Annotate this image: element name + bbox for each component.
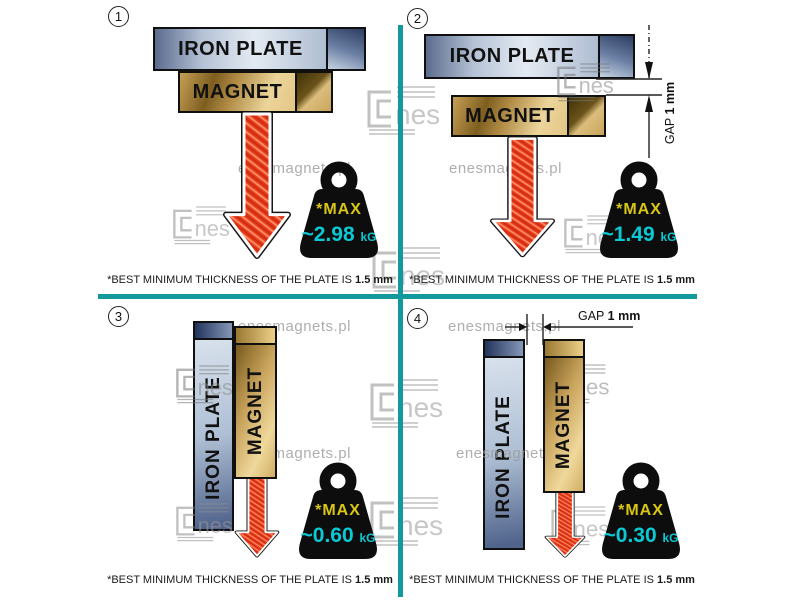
svg-text:nes: nes xyxy=(398,392,443,423)
site-watermark: enesmagnets.pl xyxy=(456,445,569,462)
magnet-box: MAGNET xyxy=(178,71,333,113)
max-value: ~2.98 kG xyxy=(301,223,377,246)
unit-label: kG xyxy=(660,230,677,244)
enes-logo-watermark: nes xyxy=(370,379,443,428)
divider-vertical xyxy=(398,25,403,597)
magnet-label: MAGNET xyxy=(244,367,266,456)
gap-dimension xyxy=(596,25,662,158)
magnet-box: MAGNET xyxy=(451,95,606,137)
max-value: ~1.49 kG xyxy=(601,223,677,246)
iron-plate-label: IRON PLATE xyxy=(449,45,575,67)
force-arrow-icon xyxy=(223,112,291,260)
unit-label: kG xyxy=(360,230,377,244)
weight-icon: *MAX ~0.30 kG xyxy=(599,462,683,559)
panel-number-badge: 2 xyxy=(407,8,428,29)
max-label: *MAX xyxy=(616,201,662,218)
enes-logo-watermark: nes xyxy=(173,206,230,245)
weight-icon: *MAX ~0.60 kG xyxy=(296,462,380,559)
iron-plate-box: IRON PLATE xyxy=(193,321,234,531)
magnet-label: MAGNET xyxy=(553,380,574,470)
weight-icon: *MAX ~2.98 kG xyxy=(297,161,381,258)
magnet-cap xyxy=(236,328,275,345)
note-text: *BEST MINIMUM THICKNESS OF THE PLATE IS … xyxy=(409,574,695,586)
iron-plate-box: IRON PLATE xyxy=(153,27,366,71)
iron-plate-cap xyxy=(195,323,232,340)
gap-dimension xyxy=(505,314,633,345)
panel-number-badge: 1 xyxy=(108,6,129,27)
panel-number-badge: 4 xyxy=(407,308,428,329)
magnet-box: MAGNET xyxy=(234,326,277,479)
unit-label: kG xyxy=(662,531,679,545)
max-value: ~0.30 kG xyxy=(603,524,679,547)
panel-number-badge: 3 xyxy=(108,306,129,327)
iron-plate-box: IRON PLATE xyxy=(424,34,635,79)
enes-logo-watermark: nes xyxy=(176,503,233,542)
svg-text:nes: nes xyxy=(400,260,445,291)
max-label: *MAX xyxy=(618,502,664,519)
gap-label: GAP 1 mm xyxy=(663,81,677,145)
magnet-side-face xyxy=(567,97,604,135)
svg-text:nes: nes xyxy=(198,513,233,538)
enes-logo-watermark: nes xyxy=(370,497,443,546)
iron-plate-side-face xyxy=(598,36,633,77)
svg-text:nes: nes xyxy=(198,375,233,400)
magnet-label: MAGNET xyxy=(192,80,283,103)
site-watermark: enesmagnets.pl xyxy=(448,318,561,335)
weight-icon: *MAX ~1.49 kG xyxy=(597,161,681,258)
max-value: ~0.60 kG xyxy=(300,524,376,547)
max-label: *MAX xyxy=(316,201,362,218)
force-arrow-icon xyxy=(544,490,586,558)
force-arrow-icon xyxy=(489,137,556,258)
iron-plate-box: IRON PLATE xyxy=(483,339,525,550)
enes-logo-watermark: nes xyxy=(367,86,440,135)
enes-logo-watermark: nes xyxy=(176,365,233,404)
svg-text:nes: nes xyxy=(195,216,230,241)
note-text: *BEST MINIMUM THICKNESS OF THE PLATE IS … xyxy=(107,574,393,586)
divider-horizontal xyxy=(98,294,697,299)
note-text: *BEST MINIMUM THICKNESS OF THE PLATE IS … xyxy=(107,274,393,286)
magnet-box: MAGNET xyxy=(543,339,585,493)
gap-label: GAP 1 mm xyxy=(578,309,641,323)
magnet-cap xyxy=(545,341,583,358)
iron-plate-side-face xyxy=(326,29,364,69)
max-label: *MAX xyxy=(315,502,361,519)
iron-plate-cap xyxy=(485,341,523,358)
iron-plate-label: IRON PLATE xyxy=(178,37,303,60)
note-text: *BEST MINIMUM THICKNESS OF THE PLATE IS … xyxy=(409,274,695,286)
svg-text:nes: nes xyxy=(579,73,614,98)
unit-label: kG xyxy=(359,531,376,545)
svg-text:nes: nes xyxy=(398,510,443,541)
magnet-side-face xyxy=(295,73,331,111)
magnet-label: MAGNET xyxy=(465,104,555,127)
enes-logo-watermark: nes xyxy=(557,63,614,102)
force-arrow-icon xyxy=(234,474,280,558)
